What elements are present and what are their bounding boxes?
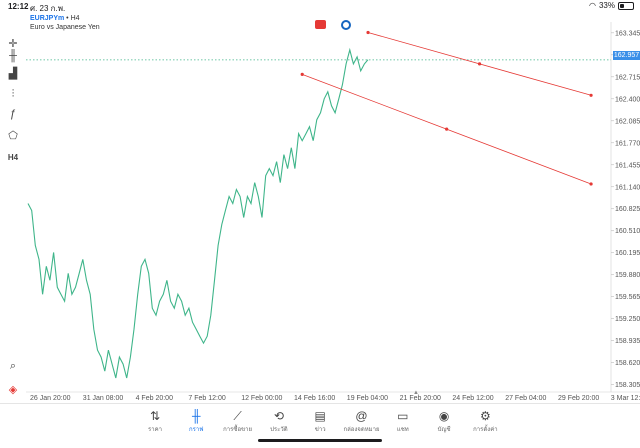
trend-line-anchor bbox=[366, 30, 370, 35]
price-axis-label: 159.880 bbox=[615, 272, 640, 279]
symbol-timeframe: H4 bbox=[70, 15, 80, 22]
time-axis-label: 12 Feb 00:00 bbox=[241, 395, 282, 402]
price-axis-label: 160.825 bbox=[615, 206, 640, 213]
price-chart[interactable]: 163.345163.030162.715162.400162.085161.7… bbox=[26, 22, 640, 403]
quotes-icon: ⇅ bbox=[149, 409, 161, 423]
price-axis-label: 161.455 bbox=[615, 162, 640, 169]
depth-of-market-icon[interactable] bbox=[341, 20, 351, 30]
tab-chart[interactable]: ╫ กราฟ bbox=[176, 408, 216, 434]
battery-icon bbox=[618, 1, 634, 10]
history-icon: ⟲ bbox=[273, 409, 284, 423]
trend-line-anchor bbox=[589, 93, 593, 97]
function-icon[interactable]: ƒ bbox=[9, 108, 17, 120]
price-axis-label: 162.715 bbox=[615, 74, 640, 81]
status-date: ศ. 23 ก.พ. bbox=[30, 4, 66, 13]
tab-account[interactable]: ◉ บัญชี bbox=[424, 408, 464, 434]
trend-line-anchor bbox=[445, 127, 449, 131]
trend-line-anchor bbox=[589, 182, 593, 186]
price-axis-label: 160.195 bbox=[615, 250, 640, 257]
objects-icon[interactable]: ⬠ bbox=[8, 130, 18, 142]
tab-label: บัญชี bbox=[437, 427, 451, 433]
tab-chat[interactable]: ▭ แชท bbox=[383, 408, 423, 434]
price-axis-label: 160.510 bbox=[615, 228, 640, 235]
status-right: ◠ 33% bbox=[589, 1, 634, 10]
price-axis-label: 161.140 bbox=[615, 184, 640, 191]
settings-sliders-icon[interactable]: ⫶ bbox=[11, 88, 15, 100]
price-axis-label: 159.250 bbox=[615, 316, 640, 323]
tab-label: กราฟ bbox=[189, 427, 204, 433]
time-axis-label: 3 Mar 12:00 bbox=[611, 395, 640, 402]
status-bar: 12:12 ศ. 23 ก.พ. ◠ 33% bbox=[0, 0, 640, 13]
wifi-icon: ◠ bbox=[589, 1, 596, 10]
tab-label: กล่องจดหมาย bbox=[343, 427, 380, 433]
time-axis-label: 29 Feb 20:00 bbox=[558, 395, 599, 402]
trend-line-anchor bbox=[477, 62, 482, 66]
price-axis-label: 162.085 bbox=[615, 118, 640, 125]
chart-icon: ╫ bbox=[192, 409, 201, 423]
indicators-icon[interactable]: ▟ bbox=[8, 68, 18, 80]
tab-settings[interactable]: ⚙ การตั้งค่า bbox=[465, 408, 505, 434]
time-axis-label: 19 Feb 04:00 bbox=[347, 395, 388, 402]
settings-icon: ⚙ bbox=[480, 409, 491, 423]
time-axis-label: 24 Feb 12:00 bbox=[452, 395, 493, 402]
tab-trade[interactable]: ⟋ การซื้อขาย bbox=[218, 408, 258, 434]
time-axis-label: 21 Feb 20:00 bbox=[400, 395, 441, 402]
tab-label: การตั้งค่า bbox=[473, 427, 498, 433]
tab-news[interactable]: ▤ ข่าว bbox=[300, 408, 340, 434]
price-axis-label: 161.770 bbox=[615, 140, 640, 147]
symbol-name: EURJPYm bbox=[30, 15, 65, 22]
tab-quotes[interactable]: ⇅ ราคา bbox=[135, 408, 175, 434]
timeframe-button[interactable]: H4 bbox=[7, 153, 19, 162]
price-axis-label: 158.305 bbox=[615, 382, 640, 389]
time-axis-label: 26 Jan 20:00 bbox=[30, 395, 71, 402]
trend-line-anchor bbox=[300, 72, 304, 76]
price-series-line bbox=[27, 47, 369, 379]
crosshair-icon[interactable]: ✛ bbox=[8, 38, 18, 50]
home-indicator bbox=[258, 439, 382, 442]
time-axis-label: 27 Feb 04:00 bbox=[505, 395, 546, 402]
one-click-trading-icon[interactable] bbox=[315, 20, 326, 29]
time-axis-label: 4 Feb 20:00 bbox=[136, 395, 173, 402]
time-axis-label: 7 Feb 12:00 bbox=[188, 395, 225, 402]
tab-label: ราคา bbox=[148, 427, 162, 433]
tab-label: ประวัติ bbox=[270, 427, 288, 433]
news-icon: ▤ bbox=[314, 409, 326, 423]
tab-mailbox[interactable]: @ กล่องจดหมาย bbox=[342, 408, 382, 434]
magnifier-icon[interactable]: ⌕ bbox=[9, 360, 17, 372]
time-axis-label: 14 Feb 16:00 bbox=[294, 395, 335, 402]
account-badge-icon[interactable]: ◈ bbox=[8, 384, 18, 396]
account-icon: ◉ bbox=[438, 409, 450, 423]
trade-icon: ⟋ bbox=[233, 409, 242, 423]
tab-label: แชท bbox=[396, 427, 409, 433]
battery-percent: 33% bbox=[598, 1, 615, 10]
tab-label: ข่าว bbox=[314, 427, 326, 433]
time-axis-label: 31 Jan 08:00 bbox=[83, 395, 124, 402]
price-axis-label: 162.400 bbox=[615, 96, 640, 103]
mailbox-icon: @ bbox=[355, 409, 368, 423]
price-axis-label: 158.620 bbox=[615, 360, 640, 367]
current-price-label: 162.957 bbox=[613, 51, 640, 60]
symbol-description: Euro vs Japanese Yen bbox=[30, 24, 100, 31]
symbol-info: EURJPYm • H4 Euro vs Japanese Yen bbox=[30, 15, 100, 31]
chat-icon: ▭ bbox=[397, 409, 409, 423]
axis-marker-icon: ▲ bbox=[413, 390, 419, 396]
price-axis-label: 158.935 bbox=[615, 338, 640, 345]
status-time: 12:12 bbox=[8, 2, 29, 11]
price-axis-label: 159.565 bbox=[615, 294, 640, 301]
tab-label: การซื้อขาย bbox=[223, 427, 253, 433]
candles-icon[interactable]: ╫ bbox=[9, 50, 17, 62]
price-axis-label: 163.345 bbox=[615, 30, 640, 37]
tab-history[interactable]: ⟲ ประวัติ bbox=[259, 408, 299, 434]
